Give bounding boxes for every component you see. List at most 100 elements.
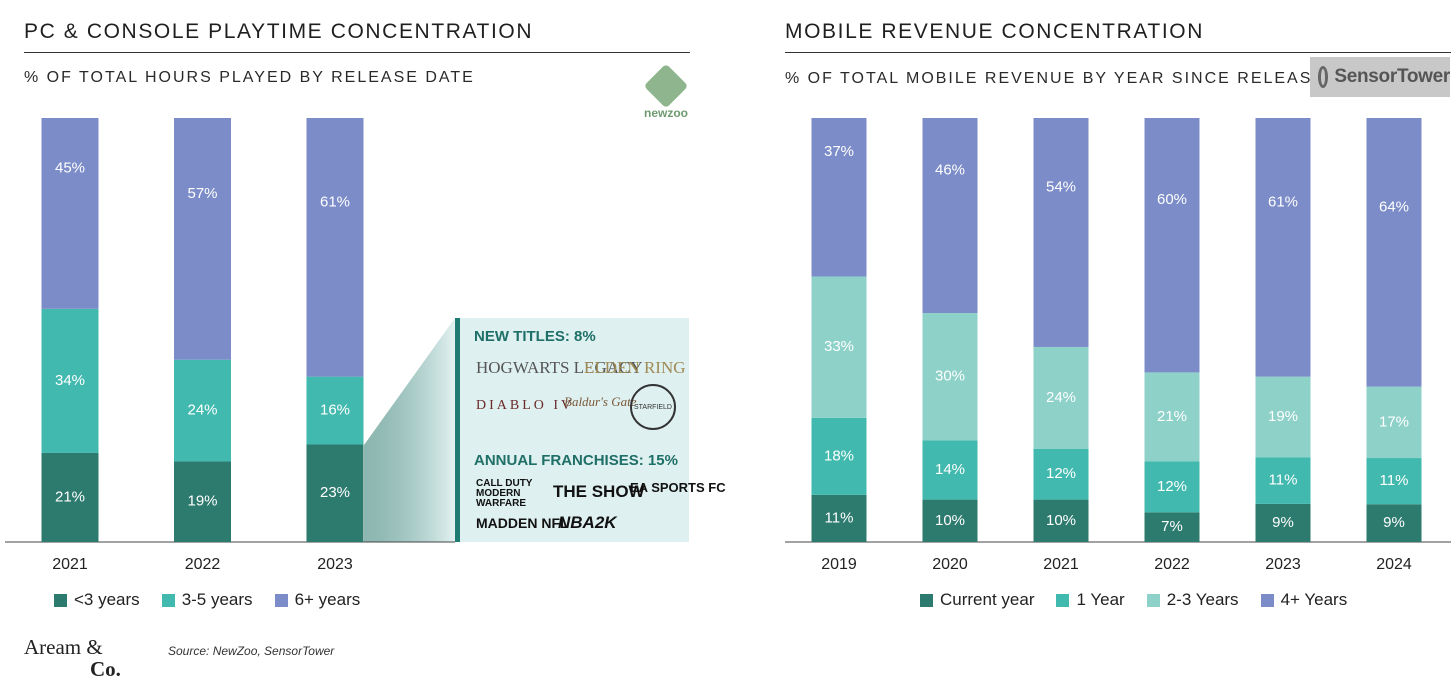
legend-swatch-lt3 [54, 593, 67, 607]
right-label-2024-4plus-years: 64% [1379, 198, 1409, 215]
baldurs-gate-logo: Baldur's Gate [564, 394, 637, 409]
right-bar-2021-current-year [1033, 499, 1089, 542]
right-label-2023-1-year: 11% [1269, 471, 1298, 488]
right-label-2020-4plus-years: 46% [935, 161, 965, 178]
right-label-2022-4plus-years: 60% [1157, 191, 1187, 208]
right-label-2020-current-year: 10% [935, 512, 965, 529]
left-tick-2023: 2023 [317, 556, 353, 573]
mlb-the-show-logo: THE SHOW [553, 482, 645, 501]
sensortower-logo: SensorTower [1310, 57, 1450, 97]
right-label-2022-current-year: 7% [1161, 518, 1183, 535]
right-label-2020-2-3-years: 30% [935, 368, 965, 385]
legend-item-3-5: 3-5 years [161, 590, 253, 610]
right-tick-2019: 2019 [821, 556, 857, 573]
right-label-2024-current-year: 9% [1383, 514, 1405, 531]
right-bar-2024-1-year [1366, 458, 1422, 505]
brand-line-2: Co. [90, 657, 121, 681]
sensortower-ring-icon [1318, 66, 1329, 88]
diablo-logo: DIABLO IV [476, 398, 575, 413]
right-tick-2020: 2020 [932, 556, 968, 573]
right-tick-2022: 2022 [1154, 556, 1190, 573]
left-title-rule [24, 52, 690, 53]
right-label-2019-4plus-years: 37% [824, 143, 854, 160]
right-bar-2022-current-year [1144, 512, 1200, 542]
left-bar-2022-3-5-years [174, 359, 231, 462]
right-bar-2022-2-3-years [1144, 372, 1200, 462]
left-tick-2022: 2022 [185, 556, 221, 573]
left-label-2022-6plus-years: 57% [187, 185, 217, 202]
legend-swatch-current-year [920, 593, 933, 607]
legend-label-4plus-years: 4+ Years [1280, 590, 1348, 609]
legend-swatch-1-year [1056, 593, 1070, 607]
legend-label-2-3-years: 2-3 Years [1166, 590, 1239, 609]
elden-ring-logo: ELDEN RING [584, 358, 686, 377]
right-legend: Current year 1 Year 2-3 Years 4+ Years [920, 590, 1369, 610]
right-tick-2021: 2021 [1043, 556, 1079, 573]
hogwarts-logo: HOGWARTS LEGACY [476, 358, 643, 377]
right-label-2021-current-year: 10% [1046, 512, 1076, 529]
right-label-2019-current-year: 11% [825, 509, 854, 526]
newzoo-logo: newzoo [640, 60, 692, 124]
right-label-2021-4plus-years: 54% [1046, 178, 1076, 195]
newzoo-wordmark: newzoo [644, 106, 688, 120]
right-label-2024-1-year: 11% [1380, 472, 1409, 489]
right-title-rule [785, 52, 1451, 53]
legend-label-1-year: 1 Year [1076, 590, 1125, 609]
right-label-2024-2-3-years: 17% [1379, 413, 1409, 430]
right-bar-2024-current-year [1366, 504, 1422, 542]
right-label-2021-1-year: 12% [1046, 465, 1076, 482]
right-bar-2019-2-3-years [811, 276, 867, 418]
sensortower-wordmark: SensorTower [1334, 66, 1450, 87]
starfield-logo: STARFIELD [630, 384, 676, 430]
left-bar-2021-3-5-years [41, 308, 99, 453]
right-label-2023-4plus-years: 61% [1268, 193, 1298, 210]
legend-label-lt3: <3 years [74, 590, 140, 609]
legend-swatch-6plus [274, 593, 288, 607]
nba2k-logo: NBA2K [558, 513, 617, 532]
right-bar-2020-current-year [922, 499, 978, 542]
right-bar-2021-2-3-years [1033, 346, 1089, 449]
right-label-2019-2-3-years: 33% [824, 338, 854, 355]
legend-item-lt3: <3 years [54, 590, 140, 610]
left-bar-2022-6plus-years [174, 118, 231, 360]
franchises-heading: ANNUAL FRANCHISES: 15% [474, 452, 678, 469]
right-bar-2023-4plus-years [1255, 118, 1311, 377]
left-label-2022-lt3-years: 19% [187, 493, 217, 510]
aream-co-logo: Aream & Co. [24, 636, 121, 680]
legend-label-6plus: 6+ years [294, 590, 361, 609]
new-titles-callout: NEW TITLES: 8% HOGWARTS LEGACY ELDEN RIN… [455, 318, 726, 542]
legend-item-4plus-years: 4+ Years [1260, 590, 1348, 610]
right-bar-2022-4plus-years [1144, 118, 1200, 373]
right-label-2022-1-year: 12% [1157, 478, 1187, 495]
right-bar-2022-1-year [1144, 461, 1200, 513]
brand-line-1: Aream & [24, 635, 103, 659]
right-label-2020-1-year: 14% [935, 461, 965, 478]
right-chart-title: MOBILE REVENUE CONCENTRATION [785, 20, 1204, 43]
left-bar-2021-lt3-years [41, 452, 99, 542]
right-chart-subtitle: % OF TOTAL MOBILE REVENUE BY YEAR SINCE … [785, 70, 1326, 87]
left-chart: 21% 34% 45% 2021 19% 24% 57% 2022 23% 16% 61% 2023 [5, 118, 455, 573]
right-bar-2023-2-3-years [1255, 376, 1311, 458]
right-bar-2019-1-year [811, 417, 867, 495]
left-tick-2021: 2021 [52, 556, 88, 573]
source-note: Source: NewZoo, SensorTower [168, 644, 335, 658]
left-bar-2023-lt3-years [306, 444, 364, 542]
left-chart-title: PC & CONSOLE PLAYTIME CONCENTRATION [24, 20, 534, 43]
legend-swatch-2-3-years [1146, 593, 1160, 607]
right-bar-2024-2-3-years [1366, 386, 1422, 459]
right-label-2023-current-year: 9% [1272, 514, 1294, 531]
left-legend: <3 years 3-5 years 6+ years [54, 590, 382, 610]
call-of-duty-logo: CALL DUTY MODERN WARFARE [476, 478, 533, 509]
left-label-2022-3-5-years: 24% [187, 402, 217, 419]
left-label-2021-lt3-years: 21% [55, 488, 85, 505]
left-label-2023-6plus-years: 61% [320, 193, 350, 210]
left-label-2023-3-5-years: 16% [320, 402, 350, 419]
right-bar-2020-2-3-years [922, 313, 978, 441]
right-bar-2021-4plus-years [1033, 118, 1089, 347]
legend-item-6plus: 6+ years [274, 590, 361, 610]
right-bar-2021-1-year [1033, 448, 1089, 500]
legend-item-1-year: 1 Year [1056, 590, 1125, 610]
left-bar-2023-3-5-years [306, 376, 364, 445]
right-label-2023-2-3-years: 19% [1268, 408, 1298, 425]
